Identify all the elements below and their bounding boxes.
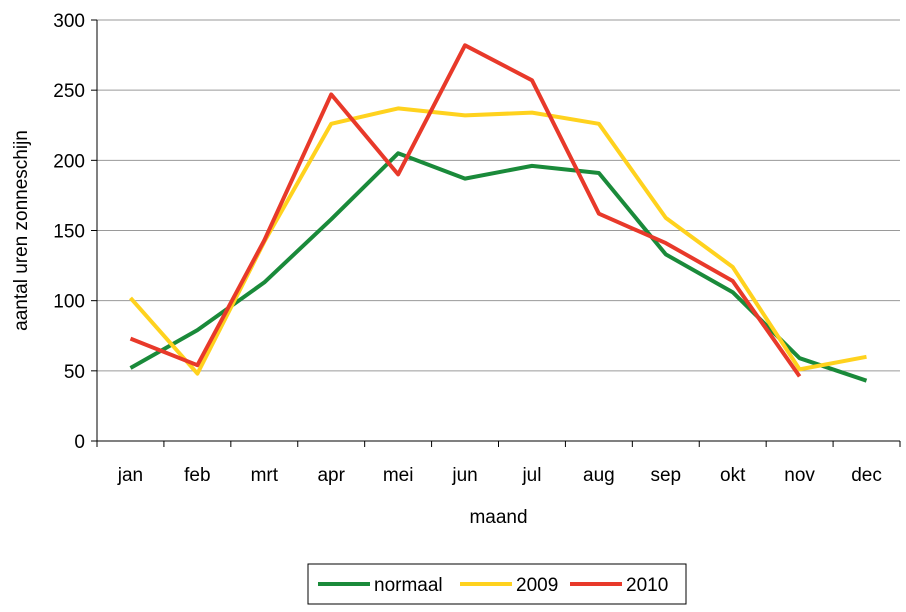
legend-label-2009: 2009	[516, 575, 558, 596]
legend-label-normaal: normaal	[374, 575, 443, 596]
y-tick-label: 250	[53, 81, 85, 102]
x-tick-label: mrt	[251, 465, 279, 486]
x-tick-label: mei	[383, 465, 414, 486]
x-tick-labels: jan feb mrt apr mei jun jul aug sep okt nov dec	[96, 441, 901, 486]
x-tick-label: apr	[317, 465, 345, 486]
x-tick-label: sep	[650, 465, 681, 486]
x-tick-label: dec	[851, 465, 882, 486]
y-tick-label: 100	[53, 292, 85, 313]
x-tick-label: jul	[521, 465, 541, 486]
y-axis-title: aantal uren zonneschijn	[11, 130, 32, 331]
legend: normaal 2009 2010	[307, 563, 687, 605]
series-line-2009	[129, 106, 867, 376]
axes	[96, 20, 900, 442]
x-axis-title: maand	[469, 507, 527, 528]
legend-label-2010: 2010	[626, 575, 668, 596]
y-tick-label: 150	[53, 222, 85, 243]
series-lines	[129, 43, 868, 383]
y-tick-label: 300	[53, 11, 85, 32]
y-tick-labels: 0 50 100 150 200 250 300	[53, 11, 97, 453]
x-tick-label: jun	[451, 465, 477, 486]
y-tick-label: 200	[53, 151, 85, 172]
x-tick-label: jan	[117, 465, 143, 486]
y-tick-label: 0	[74, 432, 85, 453]
series-line-normaal	[129, 151, 868, 383]
x-tick-label: feb	[184, 465, 210, 486]
y-tick-label: 50	[64, 362, 85, 383]
series-line-2010	[129, 43, 802, 378]
x-tick-label: okt	[720, 465, 746, 486]
x-tick-label: nov	[784, 465, 815, 486]
x-tick-label: aug	[583, 465, 615, 486]
